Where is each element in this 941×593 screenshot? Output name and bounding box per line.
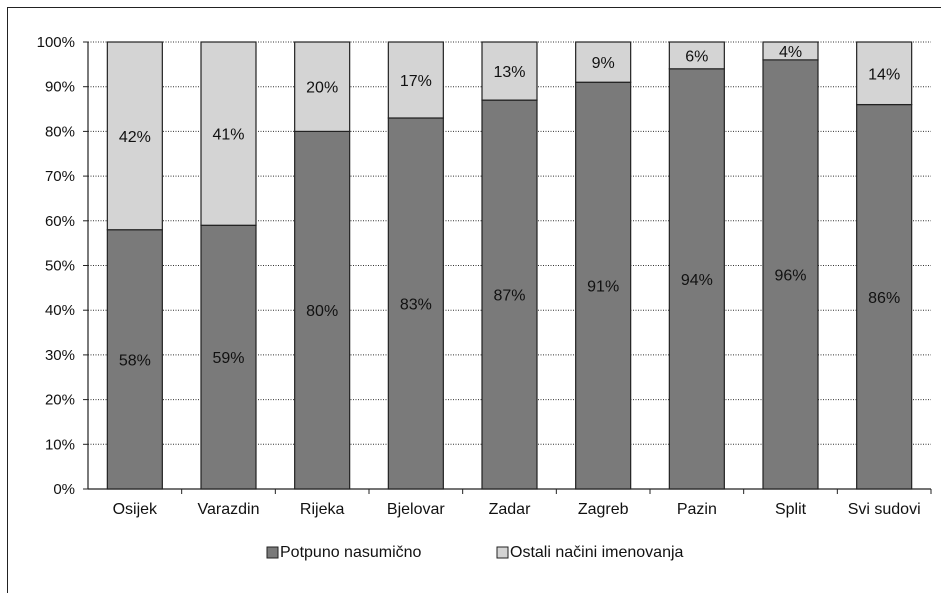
bar-segment-ostali-nacini — [668, 41, 725, 70]
bar-segment-ostali-nacini — [481, 41, 538, 101]
bar-segment-potpuno-nasumicno — [856, 103, 913, 490]
data-label: 41% — [212, 127, 244, 144]
legend-swatch — [496, 546, 509, 559]
y-tick-label: 90% — [45, 79, 75, 96]
bar-segment-potpuno-nasumicno — [575, 81, 632, 490]
data-label: 80% — [306, 303, 338, 320]
bar-segment-potpuno-nasumicno — [481, 99, 538, 490]
x-category-label: Svi sudovi — [848, 501, 921, 518]
data-label: 20% — [306, 80, 338, 97]
bar-segment-ostali-nacini — [387, 41, 444, 119]
data-label: 17% — [400, 73, 432, 90]
data-label: 87% — [493, 288, 525, 305]
legend-swatch — [266, 546, 279, 559]
data-label: 6% — [685, 48, 708, 65]
bar-segment-ostali-nacini — [575, 41, 632, 83]
data-label: 86% — [868, 290, 900, 307]
bar-segment-ostali-nacini — [856, 41, 913, 106]
data-label: 58% — [119, 352, 151, 369]
legend-label: Potpuno nasumično — [280, 544, 422, 561]
y-tick-label: 100% — [37, 34, 75, 51]
y-tick-label: 30% — [45, 347, 75, 364]
data-label: 96% — [774, 267, 806, 284]
data-label: 59% — [212, 350, 244, 367]
y-tick-label: 10% — [45, 436, 75, 453]
y-tick-label: 40% — [45, 302, 75, 319]
bar-segment-ostali-nacini — [762, 41, 819, 61]
bar-segment-potpuno-nasumicno — [106, 229, 163, 490]
bar-segment-potpuno-nasumicno — [762, 59, 819, 490]
bar-segment-potpuno-nasumicno — [294, 130, 351, 490]
data-label: 42% — [119, 129, 151, 146]
legend-label: Ostali načini imenovanja — [510, 544, 684, 561]
data-label: 9% — [592, 55, 615, 72]
data-label: 94% — [681, 272, 713, 289]
data-label: 13% — [493, 64, 525, 81]
y-tick-label: 50% — [45, 258, 75, 275]
x-category-label: Rijeka — [300, 501, 345, 518]
x-category-label: Varazdin — [198, 501, 260, 518]
data-label: 83% — [400, 296, 432, 313]
bar-segment-ostali-nacini — [294, 41, 351, 133]
x-category-label: Pazin — [677, 501, 717, 518]
y-tick-label: 70% — [45, 168, 75, 185]
x-category-label: Bjelovar — [387, 501, 445, 518]
bar-segment-potpuno-nasumicno — [200, 224, 257, 490]
bar-segment-ostali-nacini — [200, 41, 257, 226]
bar-segment-potpuno-nasumicno — [387, 117, 444, 490]
bar-segment-potpuno-nasumicno — [668, 68, 725, 490]
x-category-label: Split — [775, 501, 807, 518]
y-tick-label: 20% — [45, 392, 75, 409]
x-category-label: Zagreb — [578, 501, 629, 518]
data-label: 14% — [868, 66, 900, 83]
data-label: 4% — [779, 44, 802, 61]
bar-segment-ostali-nacini — [106, 41, 163, 231]
y-tick-label: 60% — [45, 213, 75, 230]
x-category-label: Zadar — [489, 501, 531, 518]
y-tick-label: 80% — [45, 123, 75, 140]
data-label: 91% — [587, 279, 619, 296]
y-tick-label: 0% — [53, 481, 75, 498]
chart-frame — [7, 7, 941, 593]
x-category-label: Osijek — [113, 501, 158, 518]
